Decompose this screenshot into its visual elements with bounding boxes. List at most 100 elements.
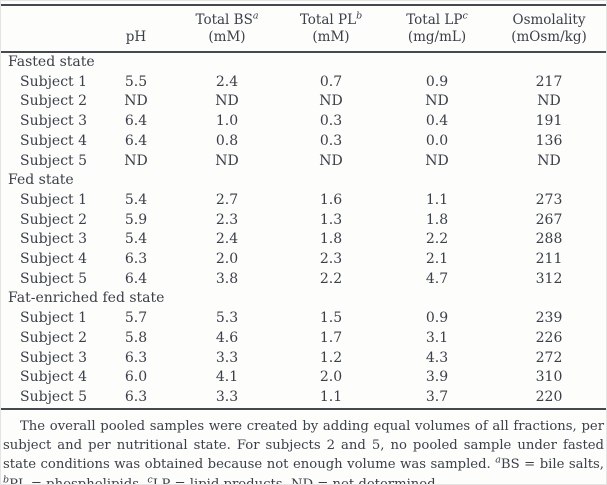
- value-cell: 0.8: [215, 132, 239, 149]
- footnote-text: The overall pooled samples were created …: [3, 418, 604, 473]
- value-cell: 5.8: [124, 329, 148, 346]
- footnote-marker-c: c: [462, 10, 468, 22]
- value-cell: 0.7: [319, 73, 343, 90]
- value-cell: 5.4: [124, 191, 148, 208]
- value-cell: 211: [535, 251, 563, 268]
- value-cell: 1.1: [319, 388, 343, 405]
- value-cell: 4.6: [215, 329, 239, 346]
- value-cell: 6.0: [124, 369, 148, 386]
- subject-label: Subject 5: [20, 388, 88, 405]
- value-cell: 6.3: [124, 251, 148, 268]
- value-cell: 6.3: [124, 388, 148, 405]
- value-cell: 272: [535, 349, 563, 366]
- value-cell: 3.7: [425, 388, 449, 405]
- value-cell: ND: [537, 93, 561, 110]
- subject-label: Subject 3: [20, 231, 88, 248]
- header-total-bs: Total BSa (mM): [176, 5, 278, 52]
- value-cell: 6.4: [124, 132, 148, 149]
- value-cell: 1.8: [425, 211, 449, 228]
- group-header-row: Fasted state: [1, 52, 606, 73]
- table-body: Fasted state Subject 1 5.5 2.4 0.7 0.9 217 Subj…: [1, 52, 606, 409]
- value-cell: 3.3: [215, 349, 239, 366]
- group-header-row: Fed state: [1, 171, 606, 191]
- value-cell: 2.2: [425, 231, 449, 248]
- value-cell: 220: [535, 388, 563, 405]
- subject-label: Subject 3: [20, 113, 88, 130]
- footnote-text: PL = phospholipids,: [9, 476, 148, 485]
- footnote-superscript: b: [3, 474, 10, 485]
- value-cell: 3.1: [425, 329, 449, 346]
- value-cell: ND: [537, 152, 561, 169]
- subject-label: Subject 5: [20, 152, 88, 169]
- table-row: Subject 4 6.0 4.1 2.0 3.9 310: [1, 368, 606, 388]
- value-cell: ND: [124, 93, 148, 110]
- table-row: Subject 1 5.7 5.3 1.5 0.9 239: [1, 309, 606, 329]
- value-cell: 1.7: [319, 329, 343, 346]
- table-row: Subject 5 ND ND ND ND ND: [1, 152, 606, 172]
- table-row: Subject 4 6.4 0.8 0.3 0.0 136: [1, 132, 606, 152]
- value-cell: 288: [535, 231, 563, 248]
- header-bottom-line: pH: [125, 29, 147, 45]
- header-top-line: Total LPc: [406, 10, 468, 28]
- table-row: Subject 1 5.5 2.4 0.7 0.9 217: [1, 73, 606, 93]
- subject-label: Subject 1: [20, 191, 88, 208]
- value-cell: 310: [535, 369, 563, 386]
- value-cell: 6.4: [124, 270, 148, 287]
- value-cell: 0.3: [319, 132, 343, 149]
- value-cell: 2.3: [215, 211, 239, 228]
- header-bottom-line: (mg/mL): [407, 29, 467, 45]
- value-cell: ND: [319, 93, 343, 110]
- value-cell: 2.2: [319, 270, 343, 287]
- subject-label: Subject 3: [20, 349, 88, 366]
- table-row: Subject 1 5.4 2.7 1.6 1.1 273: [1, 191, 606, 211]
- value-cell: 3.8: [215, 270, 239, 287]
- value-cell: 0.4: [425, 113, 449, 130]
- header-empty: [1, 5, 96, 52]
- value-cell: 5.4: [124, 231, 148, 248]
- value-cell: 5.3: [215, 310, 239, 327]
- value-cell: 2.3: [319, 251, 343, 268]
- value-cell: 4.1: [215, 369, 239, 386]
- header-total-lp: Total LPc (mg/mL): [384, 5, 490, 52]
- subject-label: Subject 4: [20, 251, 88, 268]
- value-cell: 5.5: [124, 73, 148, 90]
- header-total-pl: Total PLb (mM): [278, 5, 384, 52]
- value-cell: 217: [535, 73, 563, 90]
- table-row: Subject 3 6.3 3.3 1.2 4.3 272: [1, 349, 606, 369]
- subject-label: Subject 5: [20, 270, 88, 287]
- pooled-samples-table: pH Total BSa (mM) Total PLb (mM) Total L…: [1, 4, 606, 410]
- table-row: Subject 5 6.3 3.3 1.1 3.7 220: [1, 388, 606, 409]
- value-cell: 4.7: [425, 270, 449, 287]
- subject-label: Subject 1: [20, 73, 88, 90]
- value-cell: 0.0: [425, 132, 449, 149]
- value-cell: 226: [535, 329, 563, 346]
- value-cell: ND: [425, 93, 449, 110]
- header-top-line: Total PLb: [299, 10, 363, 28]
- value-cell: ND: [215, 93, 239, 110]
- value-cell: ND: [215, 152, 239, 169]
- footnote-superscript: a: [495, 455, 501, 467]
- header-osmolality: Osmolality (mOsm/kg): [490, 5, 606, 52]
- table-row: Subject 2 5.9 2.3 1.3 1.8 267: [1, 211, 606, 231]
- header-bottom-line: (mM): [208, 29, 246, 45]
- footnote: The overall pooled samples were created …: [3, 417, 604, 485]
- group-label: Fat-enriched fed state: [8, 290, 165, 307]
- value-cell: ND: [124, 152, 148, 169]
- subject-label: Subject 4: [20, 132, 88, 149]
- value-cell: 239: [535, 310, 563, 327]
- value-cell: 0.9: [425, 73, 449, 90]
- header-ph: pH: [96, 5, 176, 52]
- subject-label: Subject 2: [20, 211, 88, 228]
- footnote-marker-a: a: [252, 10, 259, 22]
- group-header-row: Fat-enriched fed state: [1, 289, 606, 309]
- value-cell: 3.9: [425, 369, 449, 386]
- value-cell: 0.9: [425, 310, 449, 327]
- value-cell: 5.9: [124, 211, 148, 228]
- value-cell: 1.8: [319, 231, 343, 248]
- value-cell: 136: [535, 132, 563, 149]
- header-bottom-line: (mOsm/kg): [511, 29, 587, 45]
- value-cell: 1.6: [319, 191, 343, 208]
- value-cell: 1.1: [425, 191, 449, 208]
- header-top-line: Total BSa: [195, 10, 259, 28]
- value-cell: 6.3: [124, 349, 148, 366]
